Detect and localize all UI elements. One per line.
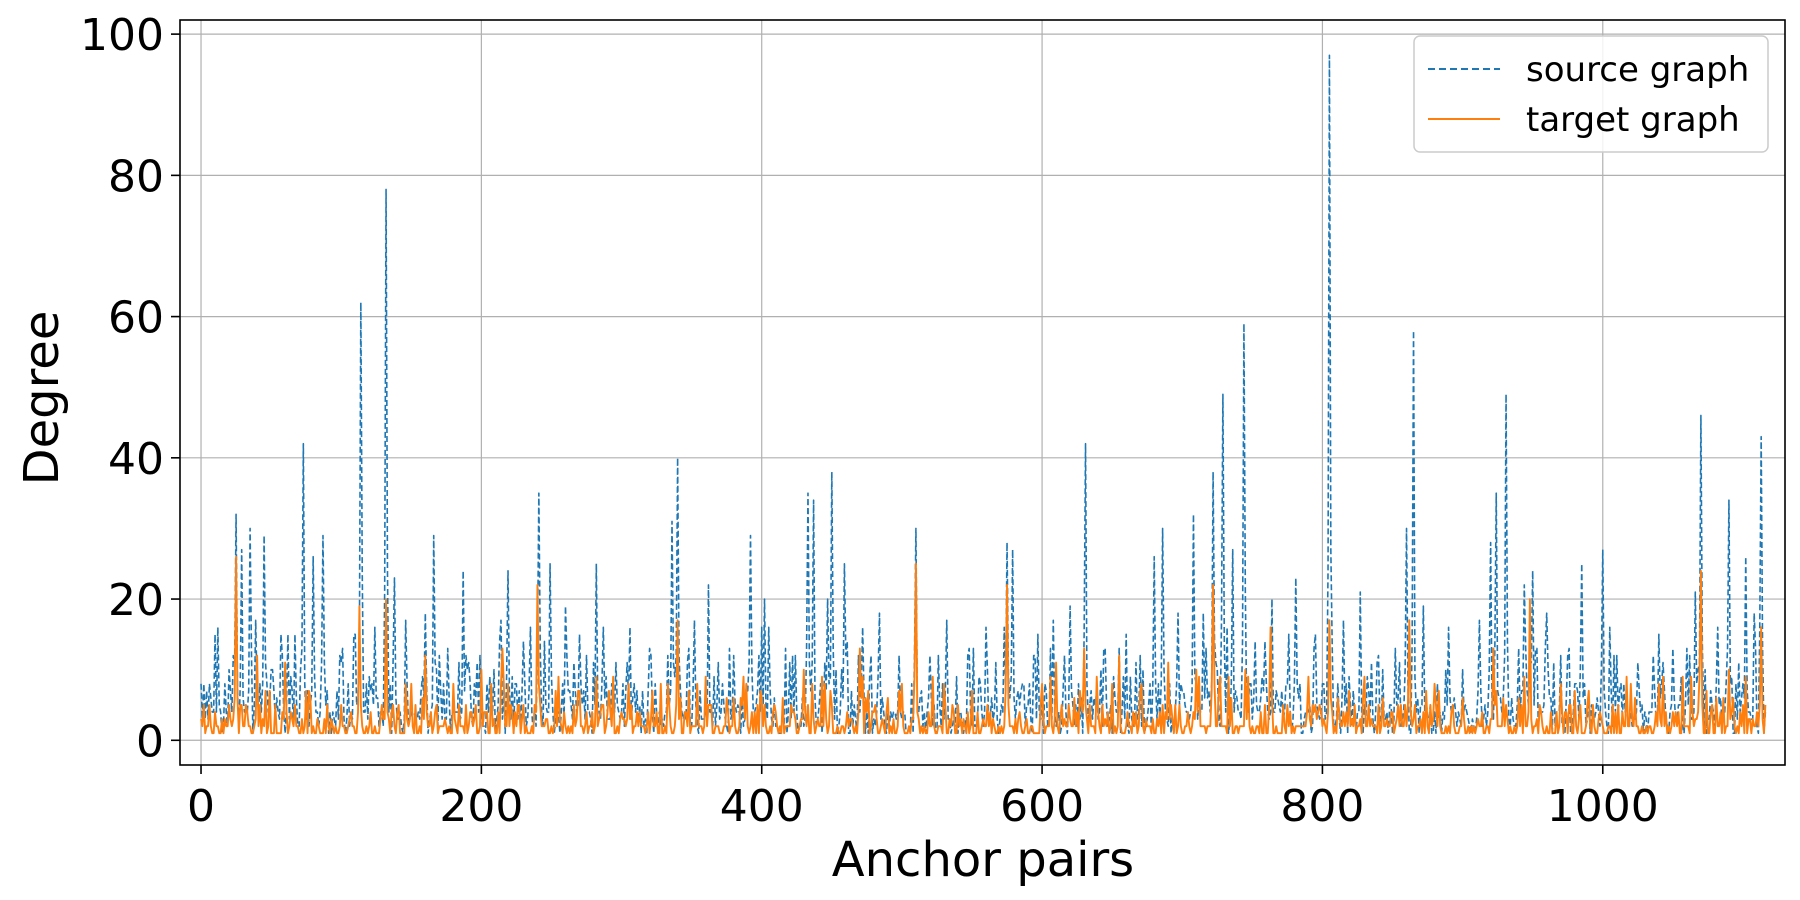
plot-frame — [179, 19, 1786, 766]
series-line-source-graph — [200, 54, 1767, 735]
legend-box — [1413, 35, 1769, 153]
legend: source graph target graph — [1413, 35, 1769, 153]
series-line-target-graph — [200, 555, 1767, 735]
y-tick-label: 80 — [108, 151, 164, 202]
y-axis-ticks: 0 20 40 60 80 100 — [80, 10, 180, 767]
series-layer — [200, 54, 1767, 735]
x-tick-label: 600 — [1000, 781, 1084, 832]
x-axis-label: Anchor pairs — [832, 832, 1134, 888]
y-tick-label: 40 — [108, 434, 164, 485]
y-tick-label: 100 — [80, 10, 164, 61]
x-tick-label: 0 — [187, 781, 215, 832]
y-tick-label: 60 — [108, 293, 164, 344]
x-tick-label: 800 — [1280, 781, 1364, 832]
legend-label-source-graph: source graph — [1526, 50, 1749, 90]
x-tick-label: 200 — [439, 781, 523, 832]
y-tick-label: 20 — [108, 575, 164, 626]
x-axis-ticks: 0 200 400 600 800 1000 — [187, 765, 1659, 832]
legend-label-target-graph: target graph — [1526, 100, 1740, 140]
x-tick-label: 1000 — [1547, 781, 1659, 832]
x-tick-label: 400 — [720, 781, 804, 832]
y-axis-label: Degree — [14, 311, 70, 486]
y-tick-label: 0 — [136, 716, 164, 767]
